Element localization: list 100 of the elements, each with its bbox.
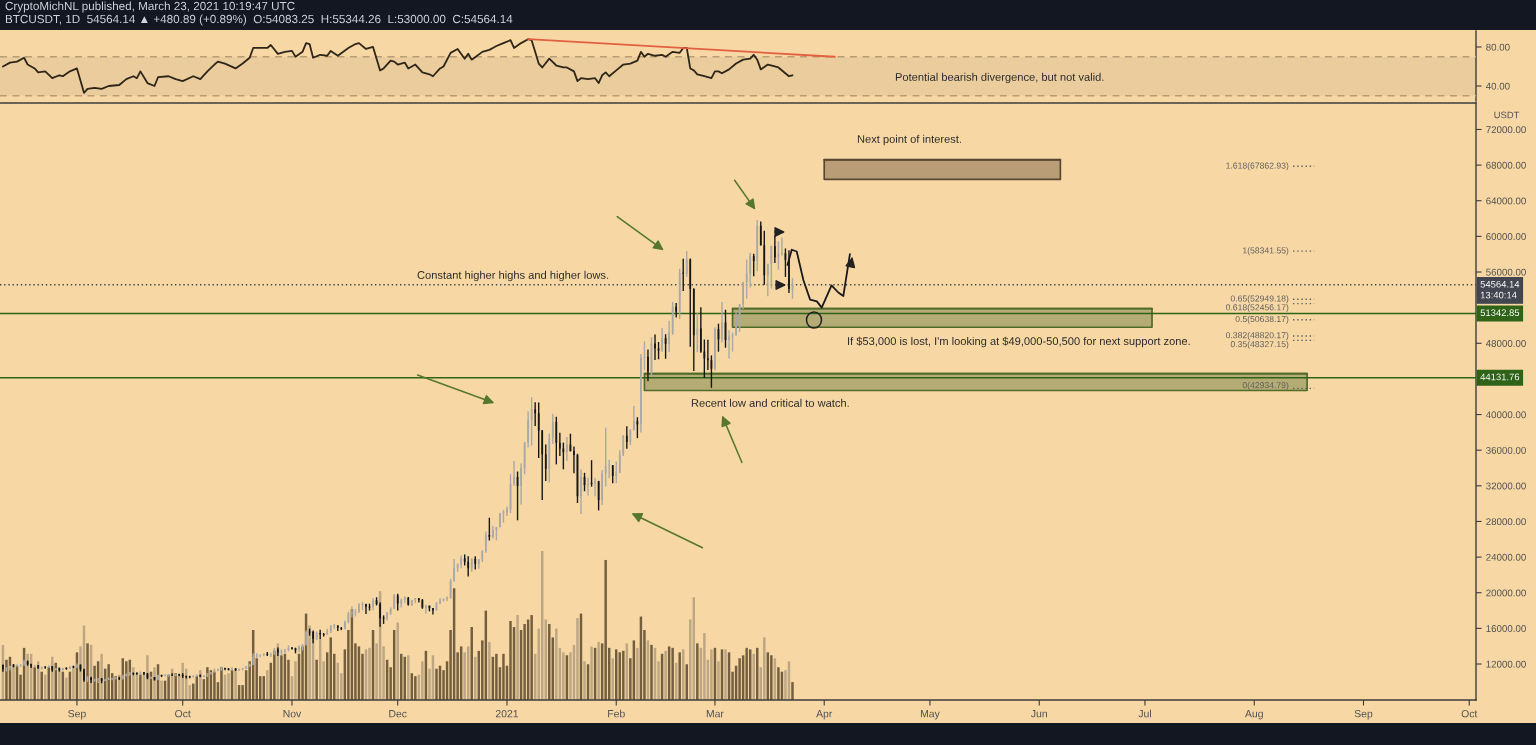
bar <box>509 621 512 700</box>
candlestick <box>499 511 501 529</box>
bar <box>650 644 653 700</box>
x-tick-label: 2021 <box>495 710 519 718</box>
candlestick <box>654 333 656 361</box>
candlestick <box>488 517 491 542</box>
bar <box>368 647 371 700</box>
bar <box>777 667 780 700</box>
series-label: 0.35(48327.15) <box>1230 340 1289 349</box>
bar <box>51 656 54 700</box>
annotation: Recent low and critical to watch. <box>691 398 849 407</box>
bar <box>502 653 505 700</box>
annotation: Next point of interest. <box>857 134 961 146</box>
candlestick <box>54 667 57 672</box>
bar <box>199 670 202 700</box>
x-tick-label: Dec <box>389 710 407 718</box>
series-label: 0.5(50638.17) <box>1235 315 1289 324</box>
bar <box>26 653 29 700</box>
y-tick-label: 36000.00 <box>1486 446 1526 454</box>
bar <box>234 670 237 700</box>
candlestick <box>551 412 554 445</box>
bar <box>114 676 117 700</box>
candlestick <box>284 648 286 655</box>
candlestick <box>143 671 145 676</box>
candlestick <box>351 605 353 619</box>
x-tick-label: May <box>920 710 940 720</box>
candlestick <box>668 320 670 353</box>
y-tick-label: 16000.00 <box>1486 625 1526 632</box>
candlestick <box>358 602 360 614</box>
candlestick <box>735 311 737 337</box>
candlestick <box>69 665 71 670</box>
line-series <box>2 38 794 94</box>
bar <box>590 646 593 700</box>
bar <box>752 653 755 700</box>
candlestick <box>625 425 628 450</box>
annotation: If $53,000 is lost, I'm looking at $49,000-50,500 for next support zone. <box>848 336 1190 348</box>
candlestick <box>61 667 64 672</box>
y-tick-label: 48000.00 <box>1485 340 1526 347</box>
candlestick <box>171 672 174 677</box>
y-tick-label: 12000.00 <box>1486 660 1526 668</box>
bar <box>280 655 283 700</box>
candlestick <box>432 607 434 616</box>
bar <box>72 667 75 700</box>
x-tick-label: Sep <box>68 710 86 720</box>
candlestick <box>139 670 142 675</box>
candlestick <box>97 677 99 684</box>
bar <box>153 667 156 700</box>
candlestick <box>558 432 561 457</box>
bar <box>396 622 399 700</box>
candlestick <box>728 329 730 360</box>
x-tick-label: Oct <box>1461 710 1478 718</box>
candlestick <box>389 606 392 616</box>
candlestick <box>217 667 219 672</box>
x-tick-label: Jun <box>1030 710 1047 718</box>
bar <box>435 668 438 700</box>
candlestick <box>527 410 530 449</box>
bar <box>717 661 720 700</box>
candlestick <box>379 601 381 628</box>
y-tick-label: 32000.00 <box>1486 482 1526 490</box>
candlestick <box>76 662 78 669</box>
candlestick <box>484 530 487 554</box>
bar <box>181 662 184 700</box>
candlestick <box>566 436 568 462</box>
candlestick <box>520 462 522 506</box>
candlestick <box>276 646 279 657</box>
bar <box>65 677 68 700</box>
candlestick <box>537 401 540 459</box>
candlestick <box>157 674 159 681</box>
candlestick <box>425 604 427 615</box>
x-tick-label: Oct <box>175 710 191 718</box>
series-label: 0.618(52456.17) <box>1225 304 1289 313</box>
y-tick-label: 64000.00 <box>1486 197 1526 205</box>
candlestick <box>781 236 783 257</box>
candlestick <box>632 405 635 432</box>
candlestick <box>530 396 533 447</box>
bar <box>100 653 103 700</box>
chart-subtitle: BTCUSDT, 1D 54564.14 ▲ +480.89 (+0.89%) O:54083.25 H:55344.26 L:53000.00 C:54564.14 <box>5 14 513 26</box>
candlestick <box>417 597 420 604</box>
bar <box>516 615 519 700</box>
bar <box>273 650 276 700</box>
candlestick <box>150 675 152 680</box>
y-tick-label: 80.00 <box>1486 43 1510 51</box>
bar <box>227 673 230 700</box>
bar <box>770 655 773 700</box>
y-tick-label: 72000.00 <box>1486 126 1526 134</box>
candlestick <box>30 663 33 669</box>
candlestick <box>315 630 318 641</box>
candlestick <box>513 460 515 487</box>
bar <box>724 649 727 700</box>
candlestick <box>675 302 678 319</box>
candlestick <box>83 668 85 683</box>
candlestick <box>682 257 685 292</box>
bar <box>414 676 417 700</box>
candlestick <box>714 326 716 372</box>
bar <box>622 650 625 700</box>
y-axis-title: USDT <box>1494 111 1520 119</box>
candlestick <box>629 428 632 446</box>
bar <box>678 652 681 700</box>
bar <box>583 661 586 700</box>
ref-line-label: 51342.85 <box>1480 309 1520 317</box>
